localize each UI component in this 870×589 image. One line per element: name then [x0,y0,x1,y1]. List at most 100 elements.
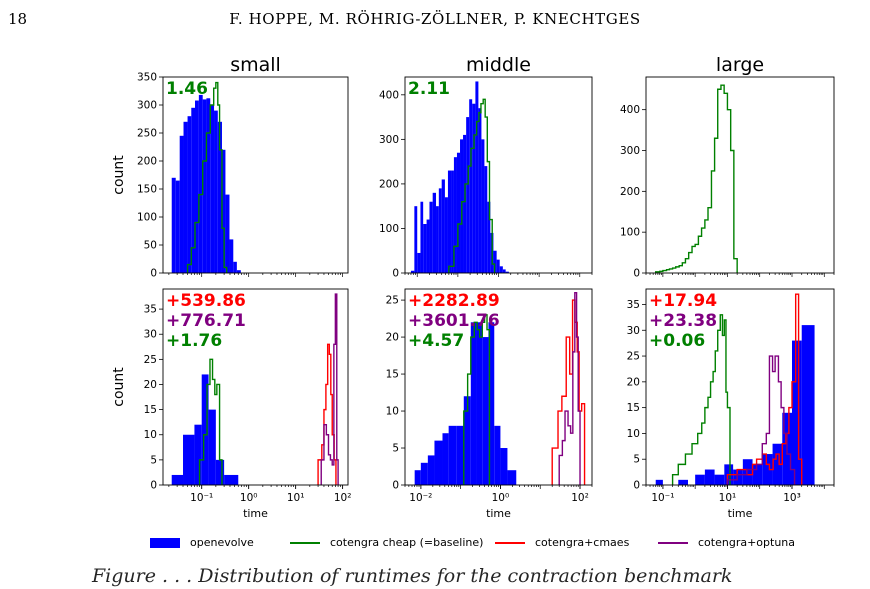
y-tick-label: 100 [379,223,399,235]
annotation-cotengra-cheap: 2.11 [408,79,450,99]
bar-openevolve [507,470,517,485]
bar-openevolve [183,434,195,485]
legend-entry-cotengra-optuna: cotengra+optuna [658,536,795,549]
bar-openevolve [420,462,428,485]
legend-line-cotengra-cheap [290,541,320,544]
axes-frame [162,288,349,486]
bar-openevolve [500,448,508,485]
series-line-cotengra-cmaes [726,293,803,485]
bar-openevolve [417,252,421,273]
series-line-cotengra-cheap [655,84,738,273]
y-tick-label: 20 [386,332,399,344]
y-tick-label: 10 [144,429,157,441]
legend-label-cotengra-cheap: cotengra cheap (=baseline) [330,536,484,549]
y-tick-label: 10 [627,428,640,440]
y-tick-label: 25 [386,295,399,307]
y-tick-label: 200 [379,178,399,190]
annotation-cotengra-cheap: +4.57 [408,331,464,351]
annotation-cotengra-optuna: +3601.76 [408,311,500,331]
bar-openevolve [214,110,218,273]
y-tick-label: 300 [379,134,399,146]
bar-openevolve [423,224,427,273]
y-tick-label: 300 [137,100,157,112]
bar-openevolve [463,134,467,273]
y-tick-label: 150 [137,184,157,196]
y-tick-label: 20 [144,379,157,391]
panel-title: small [230,54,281,76]
y-tick-label: 0 [150,268,157,280]
y-tick-label: 400 [620,104,640,116]
plot-area [414,291,586,485]
annotation-cotengra-optuna: +23.38 [649,311,717,331]
y-tick-label: 100 [620,227,640,239]
running-head: F. HOPPE, M. RÖHRIG-ZÖLLNER, P. KNECHTGE… [229,10,641,28]
bar-openevolve [191,107,196,273]
bar-openevolve [466,117,470,273]
bar-openevolve [175,180,180,273]
bar-openevolve [179,135,184,273]
legend-label-cotengra-cmaes: cotengra+cmaes [535,536,630,549]
bar-openevolve [470,322,477,485]
panel-top-small: 0 50 100 150 200 250 300 350 small count 1.46 [111,54,349,280]
y-axis-label: count [111,367,127,407]
y-tick-label: 30 [144,329,157,341]
bar-openevolve [505,271,509,273]
bar-openevolve [208,409,216,485]
legend-entry-cotengra-cmaes: cotengra+cmaes [495,536,629,549]
y-tick-label: 35 [144,304,157,316]
bar-openevolve [436,206,439,273]
y-tick-label: 10 [386,406,399,418]
y-tick-label: 5 [392,443,399,455]
annotation-cotengra-cmaes: +539.86 [166,291,246,311]
bar-openevolve [499,266,503,273]
series-line-cotengra-optuna [726,355,796,485]
annotation-cotengra-cmaes: +2282.89 [408,291,500,311]
bar-openevolve [221,149,226,273]
series-line-cotengra-optuna [558,291,581,485]
bar-openevolve [183,121,188,273]
panel-top-middle: 0 100 200 300 400 middle 2.11 [379,54,593,280]
bar-openevolve [493,250,497,273]
series-line-cotengra-cheap [448,98,496,273]
x-tick-label: 10¹ [719,492,737,504]
bar-openevolve [488,322,495,485]
legend: openevolve cotengra cheap (=baseline) co… [150,536,870,556]
bar-openevolve [236,270,241,273]
y-tick-label: 15 [144,404,157,416]
y-tick-label: 0 [633,480,640,492]
y-tick-label: 25 [627,351,640,363]
bar-openevolve [206,98,211,273]
y-axis-label: count [111,155,127,195]
axes-frame [645,288,835,486]
figure-caption: Figure . . . Distribution of runtimes fo… [0,565,870,589]
bar-openevolve [432,192,437,273]
bar-openevolve [194,424,202,485]
x-tick-label: 10⁰ [492,492,510,504]
y-tick-label: 5 [150,454,157,466]
bar-openevolve [704,469,715,485]
bar-openevolve [414,206,418,273]
plot-area [655,84,738,273]
bar-openevolve [482,337,489,485]
bar-openevolve [472,103,476,273]
bar-openevolve [801,325,815,485]
bar-openevolve [469,99,473,273]
bar-openevolve [224,474,239,485]
axes-frame [162,76,349,274]
plot-area [171,81,241,273]
histogram-figure: 050100150200250300350smallcount1.4601002… [111,54,835,520]
panel-bottom-middle: 0 5 10 15 20 25 10⁻² 10⁰ 10² time +2282.89+3601.76… [386,288,593,520]
bar-openevolve [426,219,430,273]
y-tick-label: 15 [386,369,399,381]
x-tick-label: 10² [571,492,589,504]
bar-openevolve [434,440,443,485]
bar-openevolve [410,270,415,273]
x-tick-label: 10⁻¹ [651,492,674,504]
axes-frame [645,76,835,274]
bar-openevolve [447,170,452,273]
bar-openevolve [451,170,454,273]
bar-openevolve [453,157,457,273]
plot-area [410,81,509,273]
bar-openevolve [456,152,461,273]
plot-area [655,293,815,485]
